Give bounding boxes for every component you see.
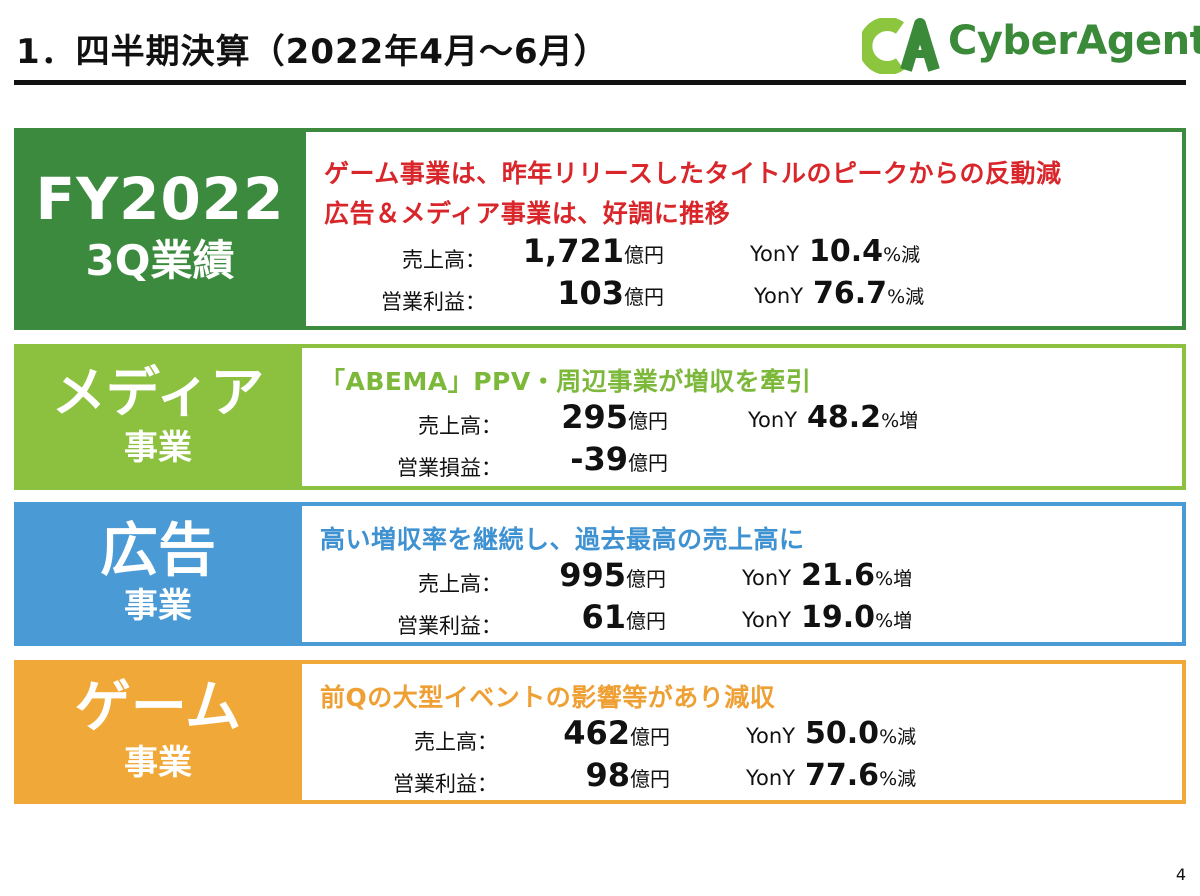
yoy-label: YonY bbox=[754, 284, 804, 308]
metric-number: 98 bbox=[585, 756, 630, 794]
metric-unit: 億円 bbox=[630, 767, 670, 791]
yoy-suffix: %減 bbox=[879, 726, 917, 748]
metric-unit: 億円 bbox=[626, 609, 666, 633]
metric-number: 103 bbox=[557, 274, 624, 312]
section-headline: 前Qの大型イベントの影響等があり減収 bbox=[320, 683, 776, 712]
yoy-change: YonY 77.6%減 bbox=[746, 758, 916, 793]
metric-value: 98億円 bbox=[512, 756, 670, 794]
metric-label: 営業利益： bbox=[397, 614, 502, 638]
cyberagent-logo: CyberAgent bbox=[862, 14, 1200, 76]
metric-number: -39 bbox=[570, 440, 628, 478]
metric-value: 103億円 bbox=[496, 274, 664, 312]
metric-label: 営業利益： bbox=[393, 772, 498, 796]
section-content-advertising: 高い増収率を継続し、過去最高の売上高に 売上高： 995億円 YonY 21.6%… bbox=[298, 502, 1186, 646]
yoy-change: YonY 50.0%減 bbox=[746, 716, 916, 751]
metric-label: 営業利益： bbox=[381, 290, 486, 314]
section-label-line2: 事業 bbox=[124, 743, 192, 783]
section-headline-1: ゲーム事業は、昨年リリースしたタイトルのピークからの反動減 bbox=[324, 159, 1062, 188]
metric-number: 995 bbox=[559, 556, 626, 594]
metric-label: 売上高： bbox=[418, 572, 502, 596]
metric-value: 295億円 bbox=[512, 398, 668, 436]
metric-unit: 億円 bbox=[630, 725, 670, 749]
yoy-value: 21.6 bbox=[801, 558, 876, 593]
metric-label: 売上高： bbox=[414, 730, 498, 754]
section-label-fy2022: FY2022 3Q業績 bbox=[14, 128, 306, 330]
ca-logo-mark-icon bbox=[862, 18, 940, 74]
yoy-value: 10.4 bbox=[809, 234, 884, 269]
yoy-label: YonY bbox=[748, 408, 798, 432]
section-label-line1: ゲーム bbox=[74, 675, 242, 740]
metric-label: 売上高： bbox=[402, 248, 486, 272]
yoy-change: YonY 48.2%増 bbox=[748, 400, 918, 435]
section-content-fy2022: ゲーム事業は、昨年リリースしたタイトルのピークからの反動減 広告＆メディア事業は… bbox=[302, 128, 1186, 330]
yoy-value: 50.0 bbox=[805, 716, 880, 751]
metric-value: 1,721億円 bbox=[496, 232, 664, 270]
yoy-suffix: %減 bbox=[883, 244, 921, 266]
section-headline: 高い増収率を継続し、過去最高の売上高に bbox=[320, 525, 805, 554]
yoy-label: YonY bbox=[742, 608, 792, 632]
yoy-change: YonY 10.4%減 bbox=[750, 234, 920, 269]
metric-unit: 億円 bbox=[628, 409, 668, 433]
section-label-line1: メディア bbox=[51, 361, 265, 424]
section-headline-2: 広告＆メディア事業は、好調に推移 bbox=[324, 199, 731, 228]
section-label-game: ゲーム 事業 bbox=[14, 660, 302, 804]
metric-unit: 億円 bbox=[628, 451, 668, 475]
yoy-suffix: %減 bbox=[887, 286, 925, 308]
section-content-game: 前Qの大型イベントの影響等があり減収 売上高： 462億円 YonY 50.0%減… bbox=[298, 660, 1186, 804]
yoy-suffix: %減 bbox=[879, 768, 917, 790]
metric-value: 995億円 bbox=[512, 556, 666, 594]
section-headline: 「ABEMA」PPV・周辺事業が増収を牽引 bbox=[320, 367, 812, 396]
yoy-suffix: %増 bbox=[881, 410, 919, 432]
page-number: 4 bbox=[1175, 865, 1186, 884]
yoy-label: YonY bbox=[746, 724, 796, 748]
metric-unit: 億円 bbox=[624, 243, 664, 267]
section-fy2022-3q: FY2022 3Q業績 ゲーム事業は、昨年リリースしたタイトルのピークからの反動… bbox=[14, 128, 1186, 330]
yoy-label: YonY bbox=[746, 766, 796, 790]
yoy-value: 48.2 bbox=[807, 400, 882, 435]
metric-unit: 億円 bbox=[626, 567, 666, 591]
section-content-media: 「ABEMA」PPV・周辺事業が増収を牽引 売上高： 295億円 YonY 48.… bbox=[298, 344, 1186, 490]
metric-value: -39億円 bbox=[512, 440, 668, 478]
page-title: 1．四半期決算（2022年4月～6月） bbox=[16, 32, 609, 72]
metric-number: 1,721 bbox=[522, 232, 624, 270]
section-label-line1: FY2022 bbox=[35, 165, 285, 233]
section-game: ゲーム 事業 前Qの大型イベントの影響等があり減収 売上高： 462億円 Yon… bbox=[14, 660, 1186, 804]
metric-value: 462億円 bbox=[512, 714, 670, 752]
section-advertising: 広告 事業 高い増収率を継続し、過去最高の売上高に 売上高： 995億円 Yon… bbox=[14, 502, 1186, 646]
yoy-label: YonY bbox=[750, 242, 800, 266]
yoy-suffix: %増 bbox=[875, 610, 913, 632]
yoy-change: YonY 76.7%減 bbox=[754, 276, 924, 311]
section-label-line2: 事業 bbox=[124, 428, 192, 468]
section-label-line1: 広告 bbox=[99, 516, 216, 584]
metric-number: 295 bbox=[561, 398, 628, 436]
yoy-value: 76.7 bbox=[813, 276, 888, 311]
yoy-suffix: %増 bbox=[875, 568, 913, 590]
metric-number: 462 bbox=[563, 714, 630, 752]
section-label-advertising: 広告 事業 bbox=[14, 502, 302, 646]
section-label-line2: 事業 bbox=[124, 586, 192, 626]
metric-label: 営業損益： bbox=[397, 456, 502, 480]
title-underline bbox=[14, 80, 1186, 85]
yoy-label: YonY bbox=[742, 566, 792, 590]
metric-label: 売上高： bbox=[418, 414, 502, 438]
section-label-line2: 3Q業績 bbox=[85, 236, 235, 285]
metric-number: 61 bbox=[581, 598, 626, 636]
section-label-media: メディア 事業 bbox=[14, 344, 302, 490]
logo-wordmark: CyberAgent bbox=[948, 18, 1200, 64]
section-media: メディア 事業 「ABEMA」PPV・周辺事業が増収を牽引 売上高： 295億円… bbox=[14, 344, 1186, 490]
yoy-value: 19.0 bbox=[801, 600, 876, 635]
yoy-value: 77.6 bbox=[805, 758, 880, 793]
metric-value: 61億円 bbox=[512, 598, 666, 636]
yoy-change: YonY 21.6%増 bbox=[742, 558, 912, 593]
metric-unit: 億円 bbox=[624, 285, 664, 309]
yoy-change: YonY 19.0%増 bbox=[742, 600, 912, 635]
